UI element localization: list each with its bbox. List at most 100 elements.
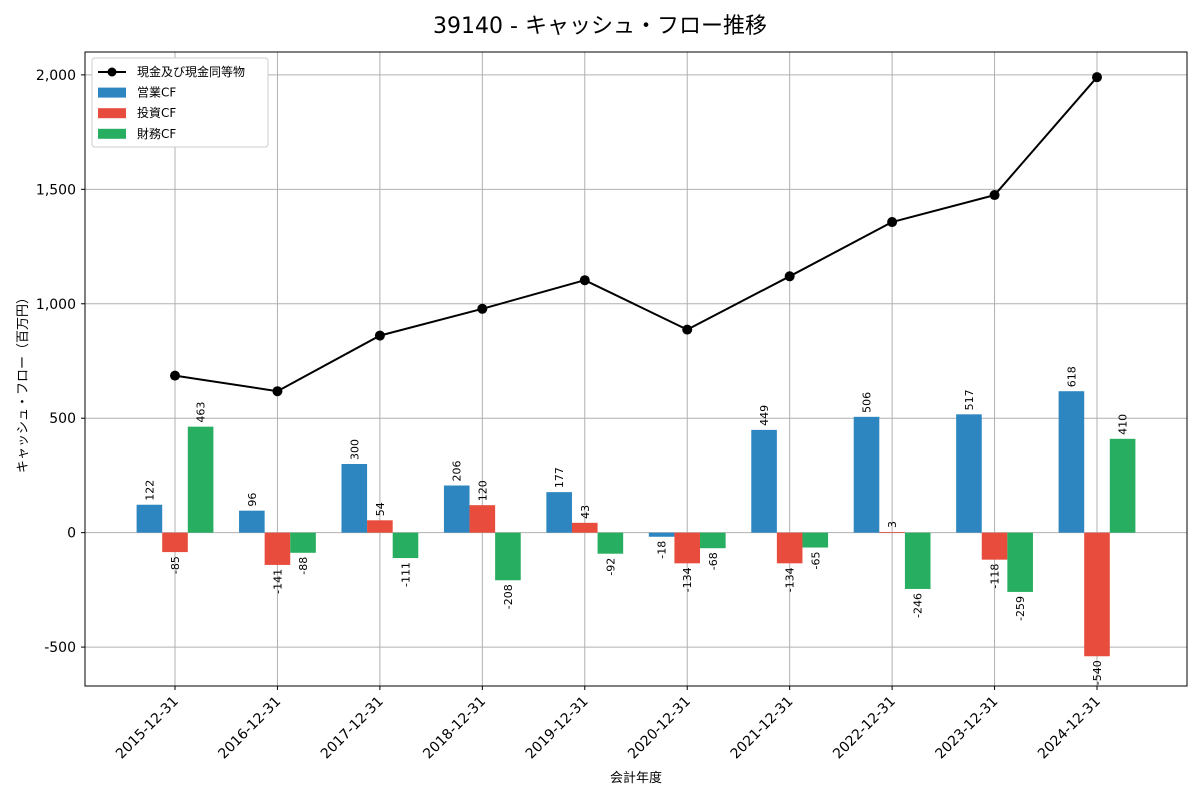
bar bbox=[1109, 438, 1136, 533]
bar bbox=[879, 531, 905, 533]
data-label: -141 bbox=[271, 569, 284, 594]
x-tick-label: 2023-12-31 bbox=[933, 694, 1002, 763]
x-tick-label: 2018-12-31 bbox=[420, 694, 489, 763]
y-axis-label: キャッシュ・フロー（百万円） bbox=[16, 291, 31, 473]
data-label: 300 bbox=[348, 439, 361, 460]
data-label: -134 bbox=[681, 567, 694, 592]
x-tick-label: 2022-12-31 bbox=[830, 694, 899, 763]
cash-point bbox=[989, 190, 1000, 201]
bar bbox=[674, 532, 701, 564]
data-label: -85 bbox=[169, 556, 182, 574]
data-label: 506 bbox=[861, 392, 874, 413]
data-label: -118 bbox=[989, 564, 1002, 589]
data-label: 43 bbox=[579, 505, 592, 519]
data-label: 96 bbox=[246, 493, 259, 507]
cash-line bbox=[174, 76, 1098, 393]
data-label: 517 bbox=[963, 389, 976, 410]
bar bbox=[469, 505, 496, 533]
data-label: -259 bbox=[1014, 596, 1027, 621]
bar bbox=[751, 429, 777, 533]
legend-swatch bbox=[98, 108, 126, 119]
bar bbox=[853, 416, 880, 533]
data-label: -92 bbox=[604, 558, 617, 576]
plot-frame bbox=[84, 51, 1188, 687]
bar bbox=[162, 532, 188, 553]
data-label: -65 bbox=[809, 552, 822, 570]
bar bbox=[571, 522, 598, 533]
grid-lines bbox=[85, 52, 1187, 686]
bar bbox=[367, 520, 393, 533]
x-tick-label: 2024-12-31 bbox=[1035, 694, 1104, 763]
data-label: 122 bbox=[143, 480, 156, 501]
legend-marker bbox=[107, 67, 117, 77]
legend-swatch bbox=[98, 87, 126, 98]
x-tick-label: 2019-12-31 bbox=[523, 694, 592, 763]
legend-entry: 営業CF bbox=[137, 86, 176, 100]
data-label: 3 bbox=[886, 521, 899, 528]
y-tick-label: 2,000 bbox=[36, 68, 76, 84]
data-label: 463 bbox=[195, 402, 208, 423]
bar-series bbox=[136, 391, 1136, 657]
cash-point bbox=[374, 330, 385, 341]
y-tick-label: 1,000 bbox=[36, 297, 76, 313]
cash-point bbox=[170, 370, 180, 381]
data-label: -540 bbox=[1091, 660, 1104, 685]
data-label: 120 bbox=[476, 480, 489, 501]
y-tick-label: -500 bbox=[44, 640, 76, 656]
data-label: -134 bbox=[784, 567, 797, 592]
data-label: 177 bbox=[553, 467, 566, 488]
bar bbox=[136, 504, 163, 533]
y-tick-label: 0 bbox=[67, 526, 76, 542]
legend-box bbox=[91, 57, 269, 148]
cash-point bbox=[272, 386, 283, 397]
y-tick-label: 1,500 bbox=[36, 182, 76, 198]
bar bbox=[904, 532, 931, 589]
cash-point bbox=[682, 324, 693, 335]
bar bbox=[597, 532, 624, 554]
x-tick-label: 2020-12-31 bbox=[625, 694, 694, 763]
data-label: -88 bbox=[297, 557, 310, 575]
bar bbox=[239, 510, 265, 533]
cash-point bbox=[887, 217, 898, 228]
x-tick-label: 2021-12-31 bbox=[728, 694, 797, 763]
data-labels: 122 96 300 206 177 -18 449 506 517 618 -85 -141 54 12… bbox=[143, 366, 1129, 685]
line-series bbox=[170, 72, 1102, 397]
bar bbox=[1007, 532, 1033, 592]
legend-entry: 現金及び現金同等物 bbox=[137, 64, 245, 79]
bar bbox=[1058, 391, 1085, 533]
bar bbox=[495, 532, 521, 581]
bar bbox=[546, 492, 572, 533]
data-label: -208 bbox=[502, 584, 515, 609]
legend-entry: 投資CF bbox=[137, 105, 176, 120]
data-label: 618 bbox=[1065, 366, 1078, 387]
bar bbox=[776, 532, 803, 564]
x-tick-label: 2015-12-31 bbox=[113, 694, 182, 763]
legend-entry: 財務CF bbox=[137, 126, 176, 141]
data-label: -111 bbox=[399, 562, 412, 587]
x-tick-label: 2017-12-31 bbox=[318, 694, 387, 763]
data-label: 54 bbox=[374, 502, 387, 516]
cash-point bbox=[477, 303, 488, 314]
data-label: 206 bbox=[451, 461, 464, 482]
bar bbox=[264, 532, 291, 565]
data-label: -18 bbox=[656, 541, 669, 559]
bar bbox=[700, 532, 726, 549]
bar bbox=[1084, 532, 1110, 657]
bar bbox=[956, 414, 982, 533]
bar bbox=[802, 532, 829, 548]
x-axis-ticks: 2015-12-31 2016-12-31 2017-12-31 2018-12-31… bbox=[113, 686, 1104, 762]
bar bbox=[341, 463, 368, 533]
bar bbox=[290, 532, 316, 553]
data-label: 410 bbox=[1117, 414, 1130, 435]
y-axis-ticks: -500 0 500 1,000 1,500 2,000 bbox=[36, 68, 85, 656]
bar bbox=[443, 485, 470, 533]
legend-swatch bbox=[98, 128, 126, 139]
bar bbox=[981, 532, 1008, 560]
bar bbox=[648, 532, 675, 537]
x-axis-label: 会計年度 bbox=[610, 770, 662, 786]
cash-point bbox=[1092, 72, 1102, 83]
data-label: -246 bbox=[912, 593, 925, 618]
y-tick-label: 500 bbox=[49, 411, 76, 427]
